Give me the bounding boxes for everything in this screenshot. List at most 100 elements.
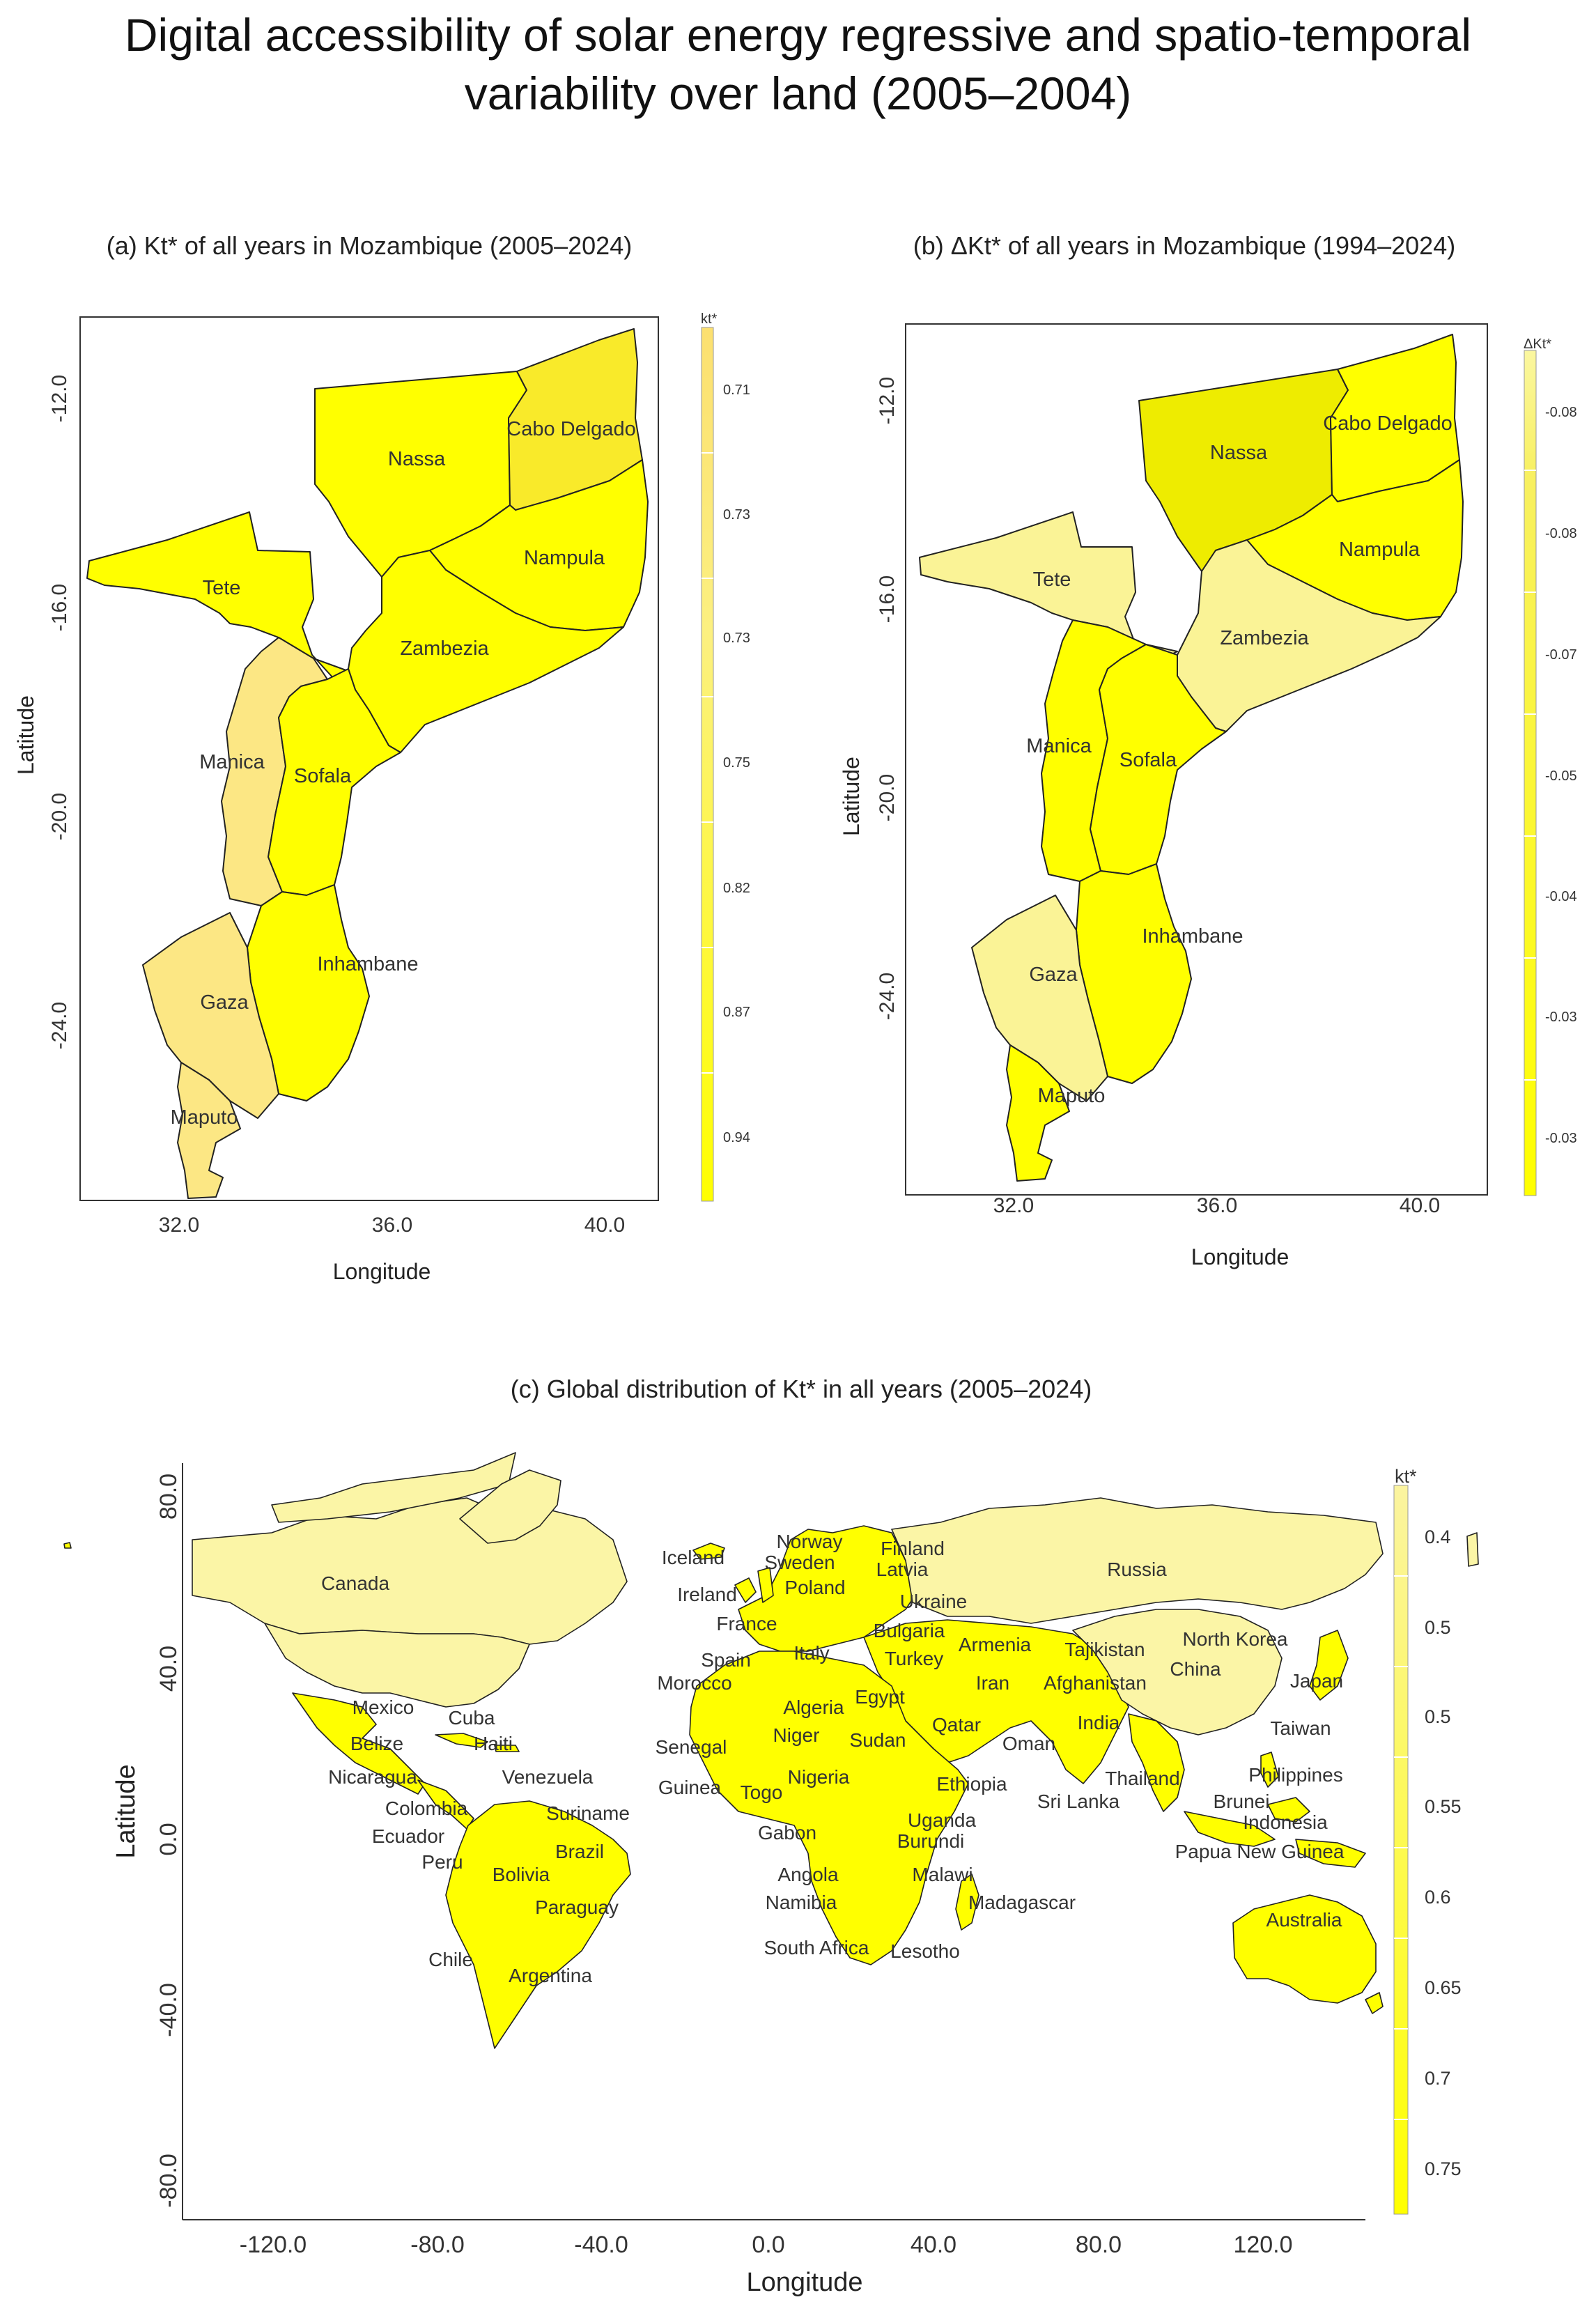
c-legend-value: 0.65: [1425, 1977, 1462, 1998]
label-b-manica: Manica: [1026, 735, 1092, 757]
label-b-nampula: Nampula: [1339, 539, 1420, 561]
panel-c-map: Canada Iceland Ireland Norway Sweden Fin…: [63, 1452, 1479, 2297]
c-xtick: 0.0: [752, 2232, 784, 2258]
country-label: Suriname: [546, 1802, 630, 1824]
country-label: Australia: [1266, 1909, 1342, 1931]
country-label: Bolivia: [493, 1864, 550, 1885]
c-xtick: 80.0: [1076, 2232, 1122, 2258]
c-legend-value: 0.7: [1425, 2068, 1451, 2089]
land-south-america: [445, 1800, 631, 2049]
a-legend-value: 0.75: [723, 755, 750, 771]
land-china: [1072, 1609, 1283, 1736]
country-label: Venezuela: [502, 1766, 594, 1788]
label-a-zambezia: Zambezia: [400, 637, 489, 660]
country-label: Papua New Guinea: [1175, 1841, 1345, 1862]
c-xtick: 40.0: [911, 2232, 956, 2258]
label-b-cabo-delgado: Cabo Delgado: [1323, 412, 1452, 435]
province-sofala: [1090, 644, 1227, 875]
label-a-inhambane: Inhambane: [317, 953, 418, 975]
panel-c-x-ticks: -120.0 -80.0 -40.0 0.0 40.0 80.0 120.0: [240, 2232, 1293, 2258]
country-label: Armenia: [959, 1634, 1032, 1655]
country-label: Sri Lanka: [1037, 1791, 1120, 1812]
country-label: Niger: [773, 1724, 820, 1746]
a-legend-title: kt*: [701, 311, 718, 327]
country-label: France: [716, 1613, 777, 1634]
country-label: Madagascar: [968, 1892, 1076, 1913]
province-gaza: [142, 912, 279, 1119]
country-label: Nigeria: [788, 1766, 850, 1788]
label-b-zambezia: Zambezia: [1220, 627, 1309, 649]
panel-a-province-labels: Nassa Cabo Delgado Nampula Tete Zambezia…: [171, 418, 636, 1129]
country-label: Ukraine: [900, 1591, 967, 1612]
country-label: North Korea: [1183, 1628, 1288, 1650]
label-b-sofala: Sofala: [1119, 749, 1177, 771]
b-ytick-12: -12.0: [876, 377, 899, 424]
country-label: Brazil: [555, 1841, 604, 1862]
b-ytick-24: -24.0: [876, 973, 899, 1020]
b-legend-value: -0.03: [1545, 1010, 1577, 1025]
province-tete: [919, 511, 1178, 663]
country-label: Bulgaria: [874, 1620, 945, 1641]
country-label: Gabon: [758, 1822, 816, 1844]
c-legend-value: 0.75: [1425, 2158, 1462, 2179]
a-legend-value: 0.82: [723, 881, 750, 896]
country-label: Namibia: [766, 1892, 837, 1913]
b-y-axis-title: Latitude: [839, 757, 864, 836]
b-legend-value: -0.04: [1545, 889, 1577, 904]
a-legend-value: 0.73: [723, 631, 750, 646]
country-label: Algeria: [783, 1696, 844, 1718]
b-ytick-16: -16.0: [876, 575, 899, 623]
country-label: Guinea: [658, 1777, 722, 1798]
b-xtick-32: 32.0: [993, 1194, 1034, 1217]
country-label: Haiti: [474, 1733, 513, 1754]
country-label: Afghanistan: [1044, 1672, 1147, 1694]
label-a-nassa: Nassa: [388, 448, 446, 470]
panel-a-provinces: [86, 328, 649, 1199]
panel-a-map: Nassa Cabo Delgado Nampula Tete Zambezia…: [13, 311, 750, 1284]
land-philippines: [1260, 1752, 1279, 1788]
country-label: Finland: [881, 1538, 945, 1559]
b-xtick-40: 40.0: [1400, 1194, 1440, 1217]
a-ytick-24: -24.0: [48, 1002, 71, 1049]
a-ytick-16: -16.0: [48, 584, 71, 631]
country-label: Peru: [421, 1851, 463, 1873]
panel-c-title: (c) Global distribution of Kt* in all ye…: [510, 1375, 1092, 1403]
province-zambezia: [348, 550, 624, 753]
label-a-maputo: Maputo: [171, 1106, 238, 1129]
country-label: Togo: [741, 1781, 783, 1803]
panel-b-legend: ΔKt* -0.08 -0.08 -0.07 -0.05 -0.04 -0.03…: [1524, 337, 1577, 1196]
label-a-gaza: Gaza: [200, 991, 249, 1014]
land-africa: [689, 1651, 969, 1965]
country-label: Taiwan: [1270, 1717, 1331, 1739]
country-label: Ethiopia: [936, 1773, 1007, 1795]
c-ytick: -40.0: [155, 1983, 182, 2037]
country-label: Philippines: [1248, 1764, 1342, 1786]
land-edge-fragment: [63, 1542, 72, 1549]
a-legend-colorbar: [701, 327, 714, 1202]
land-canada: [192, 1497, 628, 1645]
a-x-axis-title: Longitude: [333, 1259, 431, 1284]
c-legend-value: 0.5: [1425, 1617, 1451, 1638]
country-label: Ireland: [677, 1584, 737, 1605]
panel-a-legend: kt* 0.71 0.73 0.73 0.75 0.82 0.87 0.94: [701, 311, 750, 1202]
province-maputo: [1006, 1044, 1070, 1182]
label-a-tete: Tete: [203, 577, 241, 599]
land-uk-ireland: [734, 1567, 774, 1603]
a-legend-value: 0.87: [723, 1005, 750, 1020]
province-sofala: [268, 668, 401, 896]
country-label: Indonesia: [1243, 1811, 1328, 1833]
country-label: Latvia: [876, 1559, 929, 1580]
land-southeast-asia: [1128, 1713, 1185, 1812]
label-b-maputo: Maputo: [1038, 1085, 1106, 1107]
a-ytick-12: -12.0: [48, 375, 71, 422]
c-xtick: -80.0: [410, 2232, 465, 2258]
a-ytick-20: -20.0: [48, 793, 71, 840]
land-russia: [891, 1497, 1384, 1624]
panel-b-map: Nassa Cabo Delgado Nampula Tete Zambezia…: [839, 323, 1577, 1269]
c-legend-title: kt*: [1395, 1466, 1417, 1487]
land-madagascar: [955, 1873, 979, 1931]
country-label: Tajikistan: [1064, 1639, 1145, 1660]
province-gaza: [971, 895, 1108, 1102]
c-ytick: 0.0: [155, 1823, 182, 1855]
panel-b-provinces: [919, 334, 1464, 1182]
